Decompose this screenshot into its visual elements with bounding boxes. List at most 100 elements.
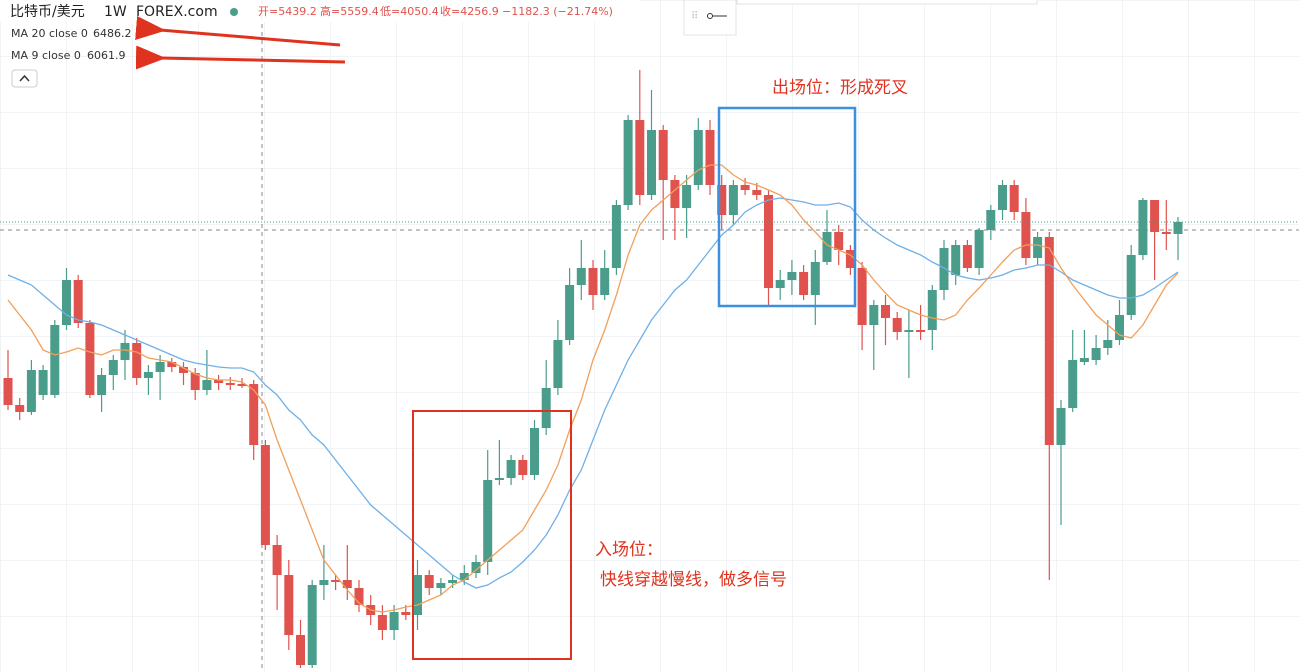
candle-body [1068, 360, 1078, 408]
candle-body [190, 373, 200, 390]
candle-body [682, 185, 692, 208]
candle-body [1150, 200, 1160, 232]
candle-body [962, 245, 972, 268]
ma-line [7, 164, 1179, 613]
candle-body [647, 130, 656, 195]
candle-body [1161, 232, 1171, 234]
candle-body [132, 343, 142, 378]
interval: 1W [104, 4, 127, 20]
candle-body [717, 185, 727, 215]
candle-body [471, 562, 481, 573]
candle-body [939, 248, 949, 290]
candle-body [857, 268, 867, 325]
candle-body [740, 185, 750, 190]
exit-annotation: 出场位：形成死叉 [772, 78, 908, 98]
close-value: 收=4256.9 [440, 4, 499, 18]
candle-body [284, 575, 294, 635]
candle-body [108, 360, 118, 375]
candle-body [752, 190, 762, 195]
candle-body [237, 384, 247, 386]
candle-body [319, 580, 329, 585]
candle-body [693, 130, 703, 185]
candle-body [1044, 237, 1054, 445]
exchange: FOREX.com [136, 4, 218, 20]
candle-body [1056, 408, 1066, 445]
candle-body [389, 612, 399, 630]
candle-body [916, 330, 926, 332]
symbol: 比特币/美元 [10, 4, 85, 20]
candle-body [413, 575, 422, 615]
candle-body [179, 367, 188, 373]
candle-body [120, 343, 130, 360]
candle-body [951, 245, 961, 275]
candle-body [623, 120, 633, 205]
candle-body [635, 120, 645, 195]
candle-body [810, 262, 820, 295]
status-dot [230, 8, 238, 16]
candle-body [436, 583, 446, 588]
legend-ma9-value: 6061.9 [87, 49, 126, 62]
candle-body [1126, 255, 1136, 315]
legend-ma9: MA 9 close 0 [11, 49, 81, 62]
candle-body [38, 370, 48, 395]
candle-body [155, 362, 165, 372]
candle-body [354, 588, 364, 605]
candle-body [658, 130, 668, 180]
candle-body [822, 232, 832, 262]
candle-body [225, 383, 235, 385]
change-value: −1182.3 (−21.74%) [502, 5, 613, 18]
candle-body [424, 575, 434, 588]
candle-body [541, 388, 551, 428]
legend-ma20-value: 6486.2 [93, 27, 132, 40]
candle-body [518, 460, 528, 475]
candle-body [799, 272, 809, 295]
candle-body [974, 230, 984, 268]
candle-body [143, 372, 153, 378]
candle-body [448, 580, 458, 583]
candle-body [50, 325, 60, 395]
candle-body [787, 272, 797, 280]
candle-body [834, 232, 844, 250]
candle-body [401, 612, 411, 615]
candle-body [1009, 185, 1019, 212]
candle-body [588, 268, 598, 295]
candle-body [611, 205, 621, 268]
candle-body [85, 323, 95, 395]
candle-body [260, 445, 270, 545]
candle-body [15, 405, 25, 412]
candle-body [202, 380, 212, 390]
candle-body [272, 545, 282, 575]
candle-body [214, 380, 224, 383]
candle-body [377, 615, 387, 630]
ma-line [7, 197, 1179, 589]
candle-body [1021, 212, 1031, 258]
exit-box [717, 106, 857, 308]
entry-note: 快线穿越慢线，做多信号 [600, 569, 787, 590]
candle-body [1103, 340, 1113, 348]
candle-body [62, 280, 71, 325]
candle-body [565, 285, 575, 340]
toolbar [683, 0, 737, 36]
candle-body [986, 210, 996, 230]
arrow [135, 16, 341, 47]
candle-body [494, 478, 504, 480]
toolbar-grip: ⠿ [691, 11, 698, 22]
candle-body [459, 573, 469, 580]
candle-body [764, 195, 773, 288]
candle-body [927, 290, 937, 330]
candle-body [506, 460, 516, 478]
candle-body [600, 268, 610, 295]
tool-icon[interactable] [707, 13, 713, 19]
candle-body [296, 635, 305, 665]
candle-body [998, 185, 1007, 210]
candle-body [1115, 315, 1124, 340]
entry-annotation: 入场位： [595, 540, 663, 560]
candle-body [307, 585, 317, 665]
candle-body [553, 340, 563, 388]
candle-body [1173, 222, 1183, 234]
candle-body [167, 362, 177, 367]
collapse-icon [19, 74, 30, 82]
open-value: 开=5439.2 [258, 5, 317, 18]
collapse-button[interactable] [11, 69, 38, 88]
candle-body [670, 180, 680, 208]
